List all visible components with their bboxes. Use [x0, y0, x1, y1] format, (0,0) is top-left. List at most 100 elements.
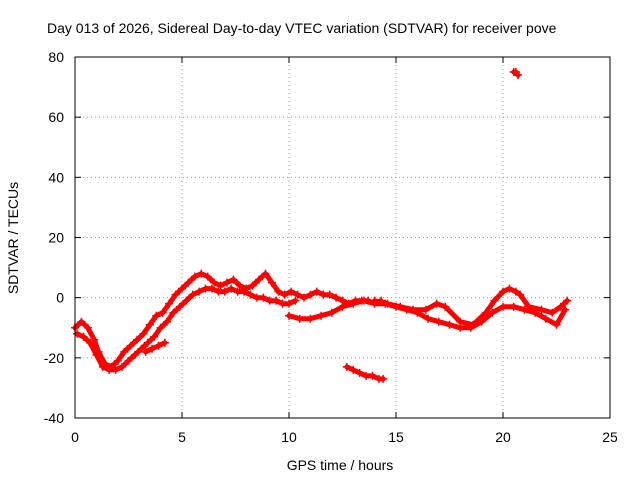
y-tick-label: 0 [56, 290, 64, 306]
data-point [327, 308, 336, 317]
data-point [312, 287, 321, 296]
data-point [299, 293, 308, 302]
data-point [98, 362, 107, 371]
data-point [158, 308, 167, 317]
data-point [490, 296, 499, 305]
data-point [342, 362, 351, 371]
data-point [79, 332, 88, 341]
data-point [113, 356, 122, 365]
data-point [152, 311, 161, 320]
data-point [441, 302, 450, 311]
data-point [325, 290, 334, 299]
data-point [154, 341, 163, 350]
y-tick-label: -40 [44, 410, 64, 426]
data-point [552, 320, 561, 329]
data-point [197, 269, 206, 278]
data-point [165, 299, 174, 308]
data-point [248, 281, 257, 290]
data-point [287, 287, 296, 296]
data-point [537, 305, 546, 314]
data-point [285, 311, 293, 320]
data-point [207, 284, 216, 293]
data-point [349, 365, 358, 374]
data-point [261, 269, 270, 278]
data-point [182, 296, 191, 305]
data-point [210, 278, 219, 287]
data-point [92, 350, 101, 359]
data-point [124, 356, 133, 365]
data-point [481, 308, 490, 317]
data-point [259, 293, 268, 302]
data-point [169, 308, 178, 317]
data-point [143, 338, 152, 347]
data-point [445, 320, 454, 329]
data-point [563, 296, 572, 305]
data-point [77, 317, 86, 326]
y-tick-label: 40 [48, 169, 64, 185]
data-point [524, 302, 533, 311]
data-point [285, 299, 293, 308]
data-point [246, 290, 255, 299]
data-point [235, 281, 244, 290]
data-point [203, 272, 212, 281]
data-point [499, 302, 507, 311]
data-point [469, 320, 478, 329]
data-point [396, 302, 405, 311]
data-point [293, 290, 302, 299]
data-point [424, 314, 433, 323]
data-point [561, 305, 570, 314]
data-point [513, 71, 522, 80]
data-point [516, 290, 525, 299]
data-point [511, 287, 520, 296]
data-point [434, 317, 443, 326]
data-point [126, 341, 135, 350]
y-axis-label: SDTVAR / TECUs [5, 182, 21, 294]
x-tick-label: 10 [281, 429, 297, 445]
x-tick-label: 20 [495, 429, 511, 445]
data-point [141, 347, 150, 356]
y-tick-label: -20 [44, 350, 64, 366]
data-point [520, 305, 529, 314]
data-point [120, 347, 129, 356]
data-point [383, 299, 392, 308]
y-tick-label: 60 [48, 109, 64, 125]
data-point [306, 314, 315, 323]
data-point [267, 278, 276, 287]
data-point [85, 338, 94, 347]
data-point [368, 371, 377, 380]
x-tick-label: 5 [178, 429, 186, 445]
data-point [190, 272, 199, 281]
data-point [255, 275, 264, 284]
data-point [541, 314, 550, 323]
data-point [150, 332, 159, 341]
data-point [509, 302, 518, 311]
data-point [118, 362, 127, 371]
data-point [432, 299, 441, 308]
data-point [421, 305, 430, 314]
data-point [139, 329, 148, 338]
y-tick-label: 20 [48, 230, 64, 246]
data-point [548, 308, 557, 317]
data-point [137, 344, 146, 353]
data-point [229, 275, 238, 284]
data-point [148, 344, 157, 353]
chart-title: Day 013 of 2026, Sidereal Day-to-day VTE… [47, 20, 557, 36]
data-point [222, 278, 231, 287]
data-point [240, 287, 249, 296]
data-point [156, 323, 165, 332]
data-point [291, 296, 300, 305]
data-point [556, 302, 565, 311]
data-point [73, 329, 82, 338]
data-point [409, 305, 418, 314]
data-point [160, 338, 169, 347]
x-tick-label: 0 [71, 429, 79, 445]
data-point [349, 299, 358, 308]
data-point [178, 284, 186, 293]
data-point [317, 311, 326, 320]
data-point [306, 290, 315, 299]
data-point [272, 296, 281, 305]
data-point [216, 281, 225, 290]
data-point [163, 317, 172, 326]
